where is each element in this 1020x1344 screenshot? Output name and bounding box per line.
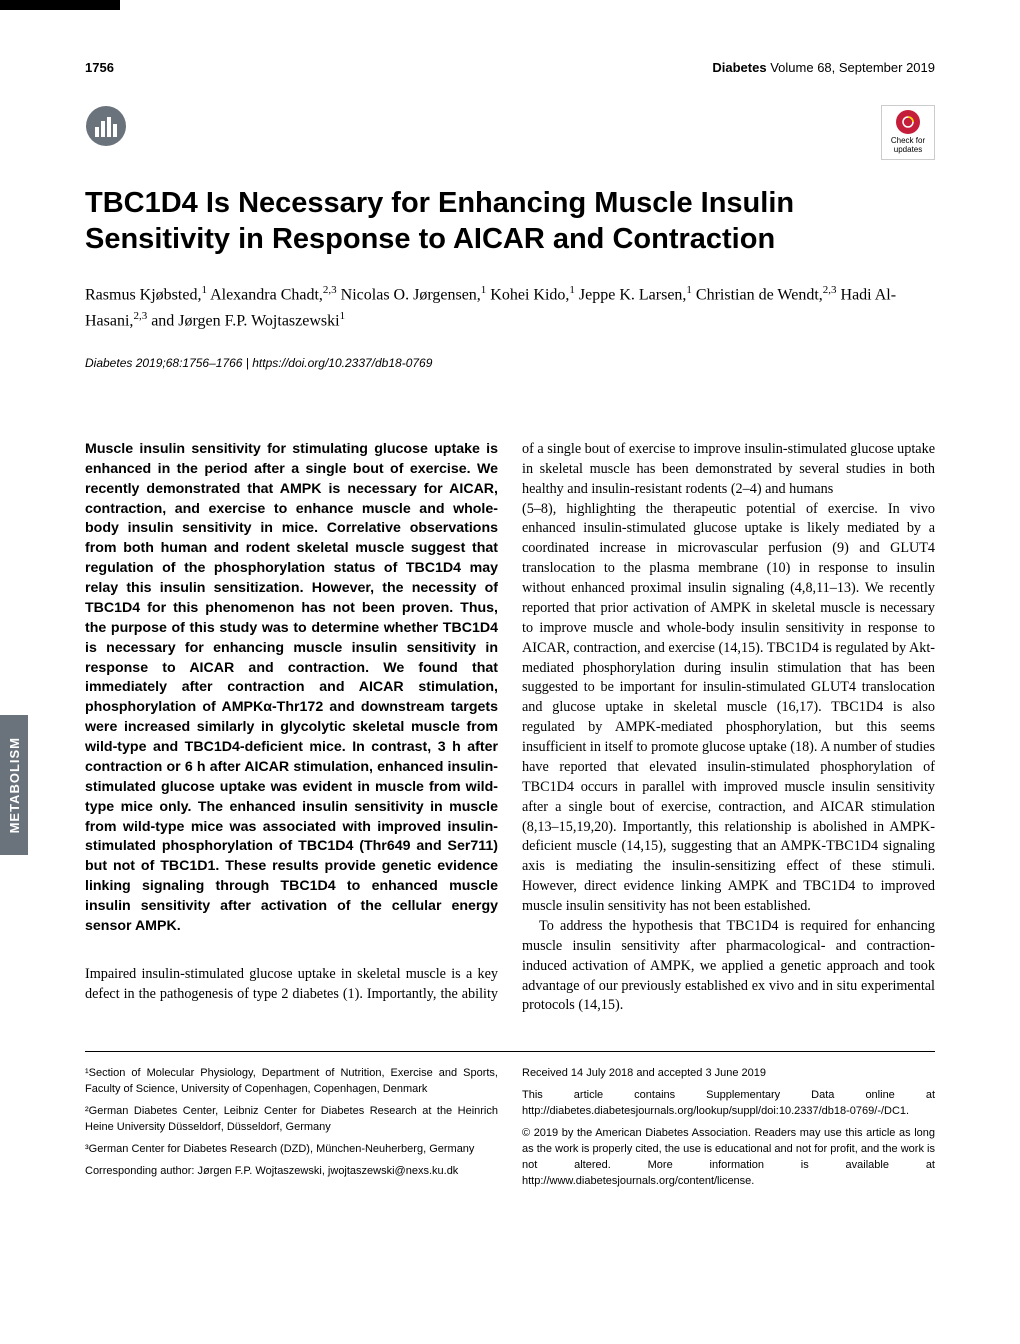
journal-info: Diabetes Volume 68, September 2019 [712, 60, 935, 75]
crossmark-icon [896, 110, 920, 134]
intro-paragraph-3: To address the hypothesis that TBC1D4 is… [522, 917, 935, 1016]
article-citation: Diabetes 2019;68:1756–1766 | https://doi… [85, 356, 935, 370]
corresponding-author: Corresponding author: Jørgen F.P. Wojtas… [85, 1164, 498, 1180]
affiliation-1: ¹Section of Molecular Physiology, Depart… [85, 1066, 498, 1098]
page-container: 1756 Diabetes Volume 68, September 2019 … [0, 0, 1020, 1231]
author-list: Rasmus Kjøbsted,1 Alexandra Chadt,2,3 Ni… [85, 282, 935, 334]
side-tab-label: METABOLISM [7, 737, 22, 833]
journal-name: Diabetes [712, 60, 766, 75]
abstract: Muscle insulin sensitivity for stimulati… [85, 440, 498, 937]
icon-bar: Check for updates [85, 105, 935, 160]
metabolism-section-icon [85, 105, 127, 147]
page-number: 1756 [85, 60, 114, 75]
footer-columns: ¹Section of Molecular Physiology, Depart… [85, 1066, 935, 1191]
footer-divider [85, 1051, 935, 1052]
check-updates-badge[interactable]: Check for updates [881, 105, 935, 160]
section-side-tab: METABOLISM [0, 715, 28, 855]
received-accepted: Received 14 July 2018 and accepted 3 Jun… [522, 1066, 935, 1082]
volume-issue: Volume 68, September 2019 [770, 60, 935, 75]
intro-paragraph-2: (5–8), highlighting the therapeutic pote… [522, 500, 935, 917]
copyright-notice: © 2019 by the American Diabetes Associat… [522, 1126, 935, 1190]
body-columns: Muscle insulin sensitivity for stimulati… [85, 440, 935, 1016]
article-title: TBC1D4 Is Necessary for Enhancing Muscle… [85, 185, 935, 258]
updates-text-2: updates [885, 146, 931, 155]
affiliation-2: ²German Diabetes Center, Leibniz Center … [85, 1104, 498, 1136]
supplementary-data: This article contains Supplementary Data… [522, 1088, 935, 1120]
top-black-bar [0, 0, 120, 10]
affiliation-3: ³German Center for Diabetes Research (DZ… [85, 1142, 498, 1158]
running-header: 1756 Diabetes Volume 68, September 2019 [85, 60, 935, 75]
